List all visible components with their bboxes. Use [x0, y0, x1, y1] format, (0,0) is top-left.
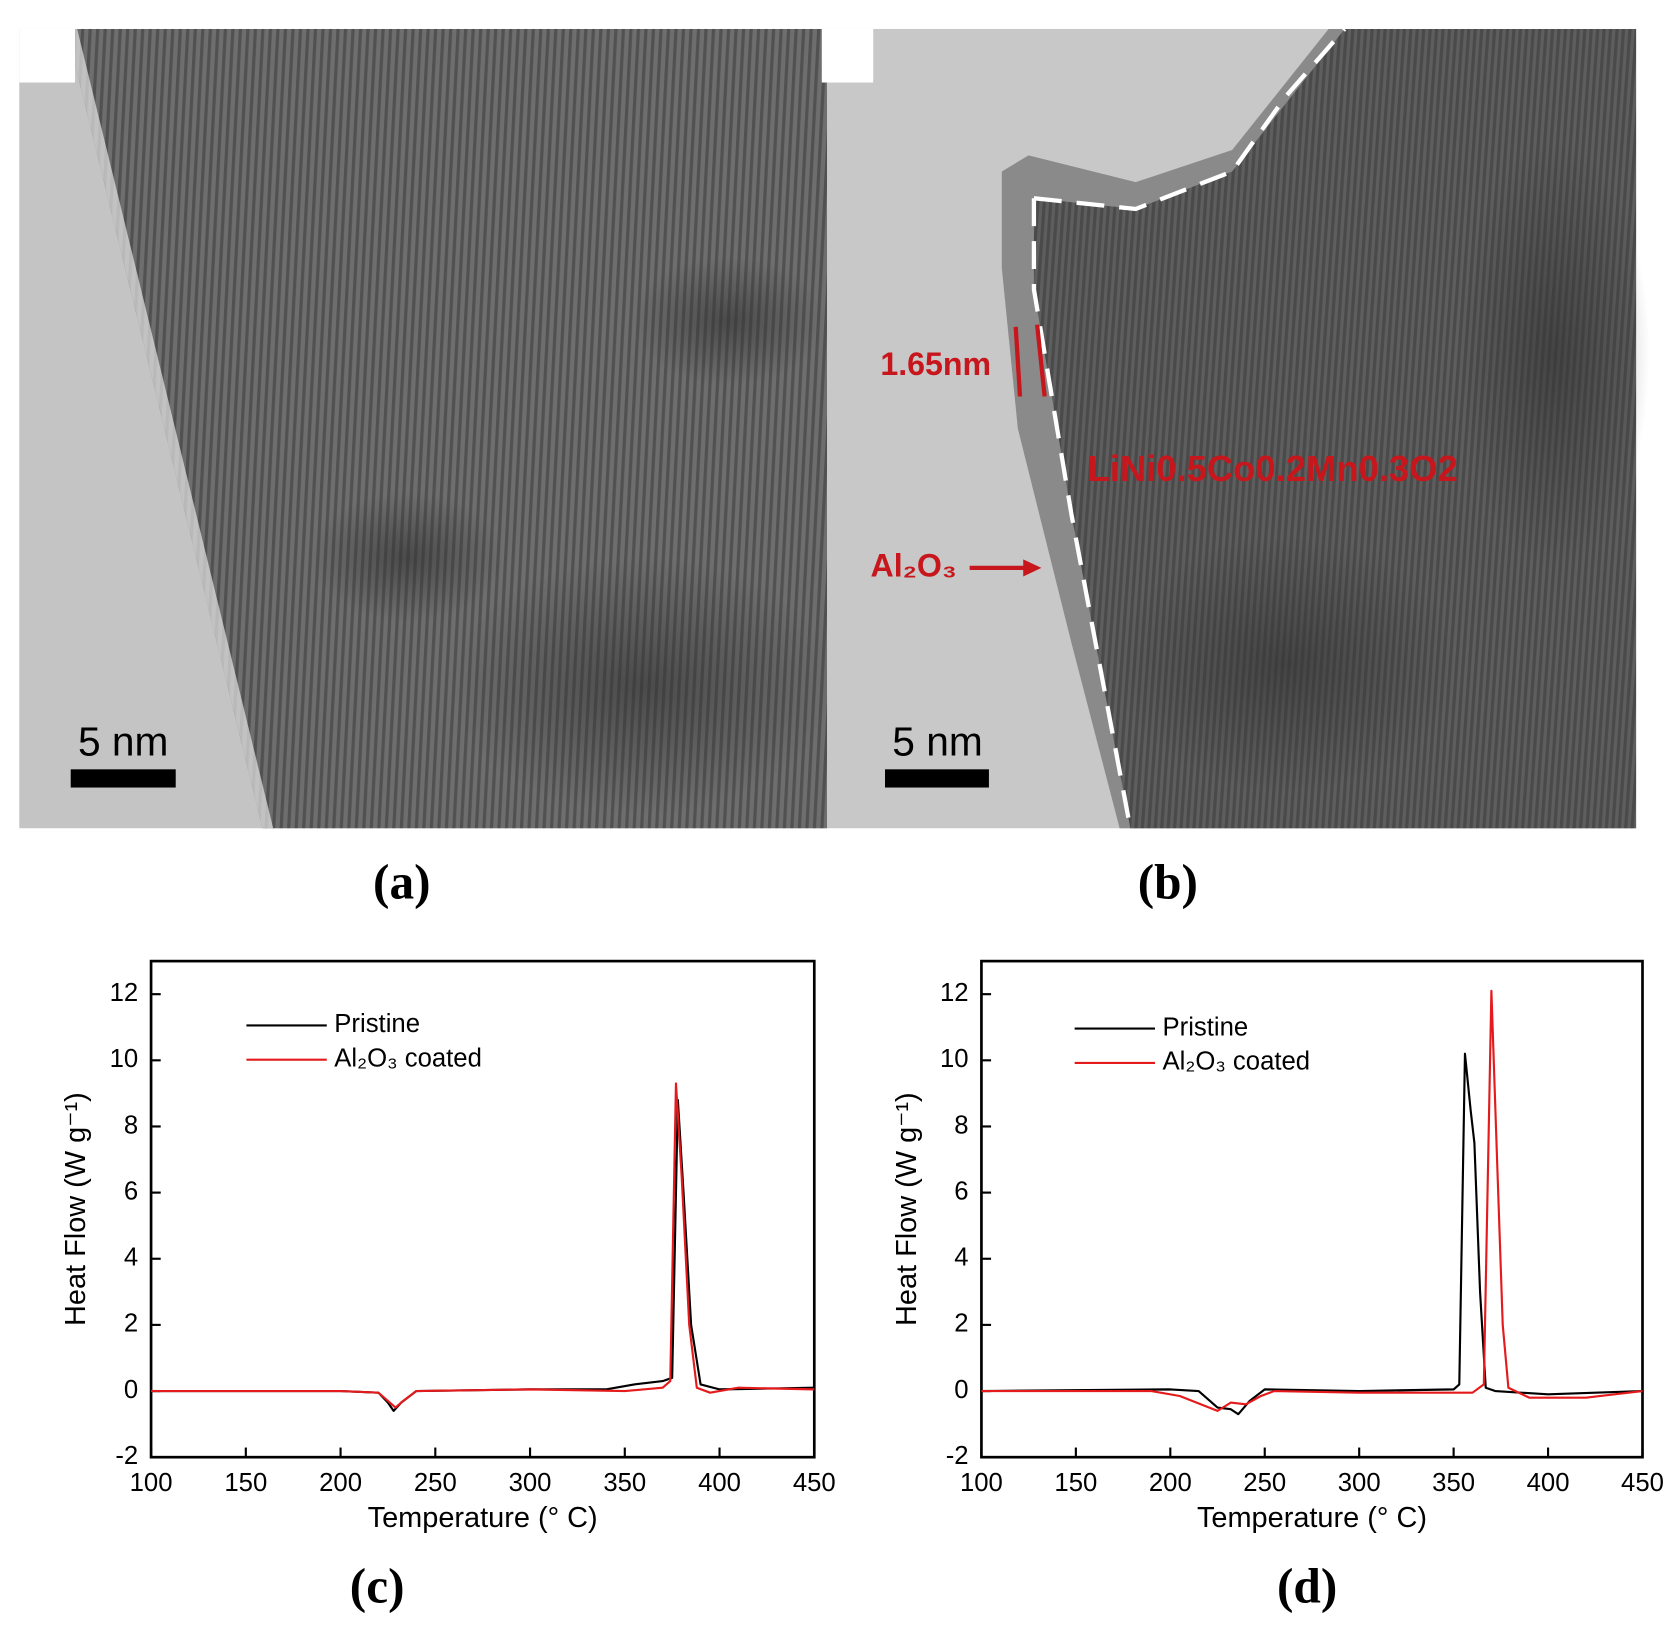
- y-axis-label: Heat Flow (W g⁻¹): [60, 1092, 92, 1326]
- y-tick-label: 0: [954, 1376, 968, 1404]
- x-tick-label: 200: [1149, 1469, 1192, 1497]
- x-axis-label: Temperature (° C): [1197, 1502, 1427, 1534]
- x-tick-label: 450: [793, 1469, 836, 1497]
- panel-label: (a): [373, 854, 430, 909]
- x-tick-label: 150: [224, 1469, 267, 1497]
- y-tick-label: 6: [954, 1177, 968, 1205]
- coating-label: Al₂O₃: [871, 547, 957, 583]
- legend-label: Al₂O₃ coated: [334, 1044, 482, 1072]
- y-tick-label: 8: [954, 1111, 968, 1139]
- x-tick-label: 100: [130, 1469, 173, 1497]
- x-tick-label: 200: [319, 1469, 362, 1497]
- y-tick-label: -2: [115, 1442, 138, 1470]
- x-axis-label: Temperature (° C): [368, 1502, 598, 1534]
- data-line: [151, 1082, 815, 1409]
- legend-label: Al₂O₃ coated: [1163, 1048, 1311, 1076]
- y-tick-label: 6: [124, 1177, 138, 1205]
- y-tick-label: 2: [124, 1310, 138, 1338]
- panel-label: (d): [1277, 1558, 1337, 1613]
- y-tick-label: 8: [124, 1111, 138, 1139]
- x-tick-label: 350: [603, 1469, 646, 1497]
- y-axis-label: Heat Flow (W g⁻¹): [891, 1092, 923, 1326]
- thickness-label: 1.65nm: [880, 346, 991, 382]
- y-tick-label: 12: [110, 979, 139, 1007]
- x-tick-label: 100: [960, 1469, 1003, 1497]
- legend-label: Pristine: [1163, 1013, 1249, 1041]
- x-tick-label: 350: [1432, 1469, 1475, 1497]
- x-tick-label: 300: [1338, 1469, 1381, 1497]
- x-tick-label: 250: [1243, 1469, 1286, 1497]
- plot-frame: [980, 959, 1644, 1459]
- scale-bar-label: 5 nm: [78, 718, 169, 764]
- data-line: [981, 1052, 1643, 1416]
- y-tick-label: 12: [940, 979, 969, 1007]
- panel-label: (b): [1138, 854, 1198, 909]
- y-tick-label: -2: [946, 1442, 969, 1470]
- x-tick-label: 400: [1527, 1469, 1570, 1497]
- tem-image-a: 5 nm: [19, 28, 836, 829]
- tem-image-b: 1.65nm LiNi0.5Co0.2Mn0.3O2 Al₂O₃ 5 nm: [821, 27, 1650, 829]
- x-tick-label: 450: [1621, 1469, 1664, 1497]
- y-tick-label: 2: [954, 1310, 968, 1338]
- panel-label: (c): [350, 1558, 405, 1613]
- y-tick-label: 4: [954, 1244, 968, 1272]
- plot-frame: [149, 959, 816, 1459]
- y-tick-label: 10: [940, 1045, 969, 1073]
- x-tick-label: 400: [698, 1469, 741, 1497]
- x-tick-label: 150: [1054, 1469, 1097, 1497]
- y-tick-label: 0: [124, 1376, 138, 1404]
- x-tick-label: 250: [414, 1469, 457, 1497]
- data-line: [151, 1098, 815, 1412]
- y-tick-label: 4: [124, 1244, 138, 1272]
- data-line: [981, 989, 1643, 1412]
- y-tick-label: 10: [110, 1045, 139, 1073]
- scale-bar-label: 5 nm: [892, 718, 983, 764]
- x-tick-label: 300: [509, 1469, 552, 1497]
- legend-label: Pristine: [334, 1010, 420, 1038]
- bulk-label: LiNi0.5Co0.2Mn0.3O2: [1088, 448, 1458, 489]
